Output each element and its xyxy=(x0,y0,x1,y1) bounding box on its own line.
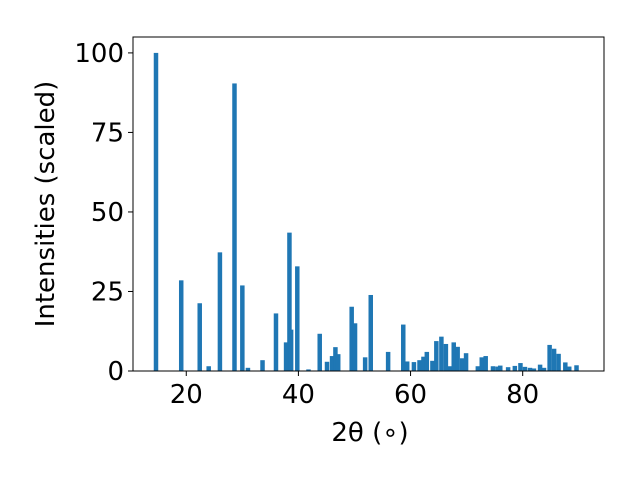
bar xyxy=(349,306,354,371)
bar xyxy=(455,346,460,371)
bar xyxy=(541,367,547,371)
y-tick-label: 100 xyxy=(74,39,124,69)
y-axis-ticks: 0 25 50 75 100 xyxy=(74,39,133,387)
bar xyxy=(283,342,289,371)
y-tick-label: 75 xyxy=(91,118,124,148)
bar xyxy=(260,360,265,371)
bar xyxy=(537,364,543,371)
bar xyxy=(475,366,481,371)
x-tick-label: 60 xyxy=(394,380,427,410)
bar xyxy=(240,285,245,371)
bar xyxy=(443,343,449,371)
bar xyxy=(527,367,533,371)
bar xyxy=(424,351,430,371)
bar xyxy=(411,362,417,371)
bar xyxy=(217,252,223,371)
bar xyxy=(295,266,300,371)
bar xyxy=(401,324,406,371)
bar xyxy=(522,366,528,371)
bar xyxy=(434,341,439,371)
bar xyxy=(563,362,568,371)
y-tick-label: 0 xyxy=(107,357,124,387)
bar xyxy=(490,366,496,371)
bar xyxy=(329,356,335,371)
plot-frame xyxy=(132,36,605,372)
bar xyxy=(447,366,453,371)
bar xyxy=(574,365,579,371)
bar xyxy=(385,351,391,371)
bar xyxy=(178,280,184,371)
bar xyxy=(439,336,444,371)
bar xyxy=(505,367,511,371)
x-tick-label: 20 xyxy=(170,380,203,410)
bar xyxy=(232,83,237,371)
bar xyxy=(197,303,202,371)
y-axis-label: Intensities (scaled) xyxy=(31,81,61,328)
x-axis-ticks: 20 40 60 80 xyxy=(170,371,539,410)
bar xyxy=(512,365,518,371)
bar xyxy=(324,361,330,371)
bar xyxy=(335,354,341,371)
bar xyxy=(153,52,159,372)
bar xyxy=(483,356,488,371)
bar xyxy=(417,360,422,371)
bar xyxy=(459,358,465,371)
bar xyxy=(317,333,322,371)
bar xyxy=(333,347,338,371)
bar xyxy=(404,361,410,371)
bar xyxy=(518,363,523,371)
bar xyxy=(421,356,426,371)
y-tick-label: 50 xyxy=(91,198,124,228)
bar xyxy=(206,366,211,371)
bar xyxy=(288,329,294,371)
bar xyxy=(547,344,552,371)
x-axis-label: 2θ (∘) xyxy=(331,418,408,448)
bar xyxy=(463,353,469,371)
bar xyxy=(245,367,251,371)
bar xyxy=(368,294,373,371)
x-tick-label: 40 xyxy=(282,380,315,410)
bar xyxy=(352,323,358,371)
bar xyxy=(306,369,311,371)
bar xyxy=(451,342,456,371)
bar xyxy=(556,353,561,371)
bar xyxy=(566,366,572,371)
x-tick-label: 80 xyxy=(506,380,539,410)
bar xyxy=(551,348,557,371)
bars-group xyxy=(153,52,579,372)
bar xyxy=(498,365,503,371)
bar xyxy=(362,357,368,371)
bar xyxy=(273,313,279,371)
bar xyxy=(287,232,292,371)
bar xyxy=(479,357,485,371)
bar xyxy=(430,360,435,371)
bar xyxy=(531,368,537,371)
bar xyxy=(495,366,500,371)
y-tick-label: 25 xyxy=(91,277,124,307)
